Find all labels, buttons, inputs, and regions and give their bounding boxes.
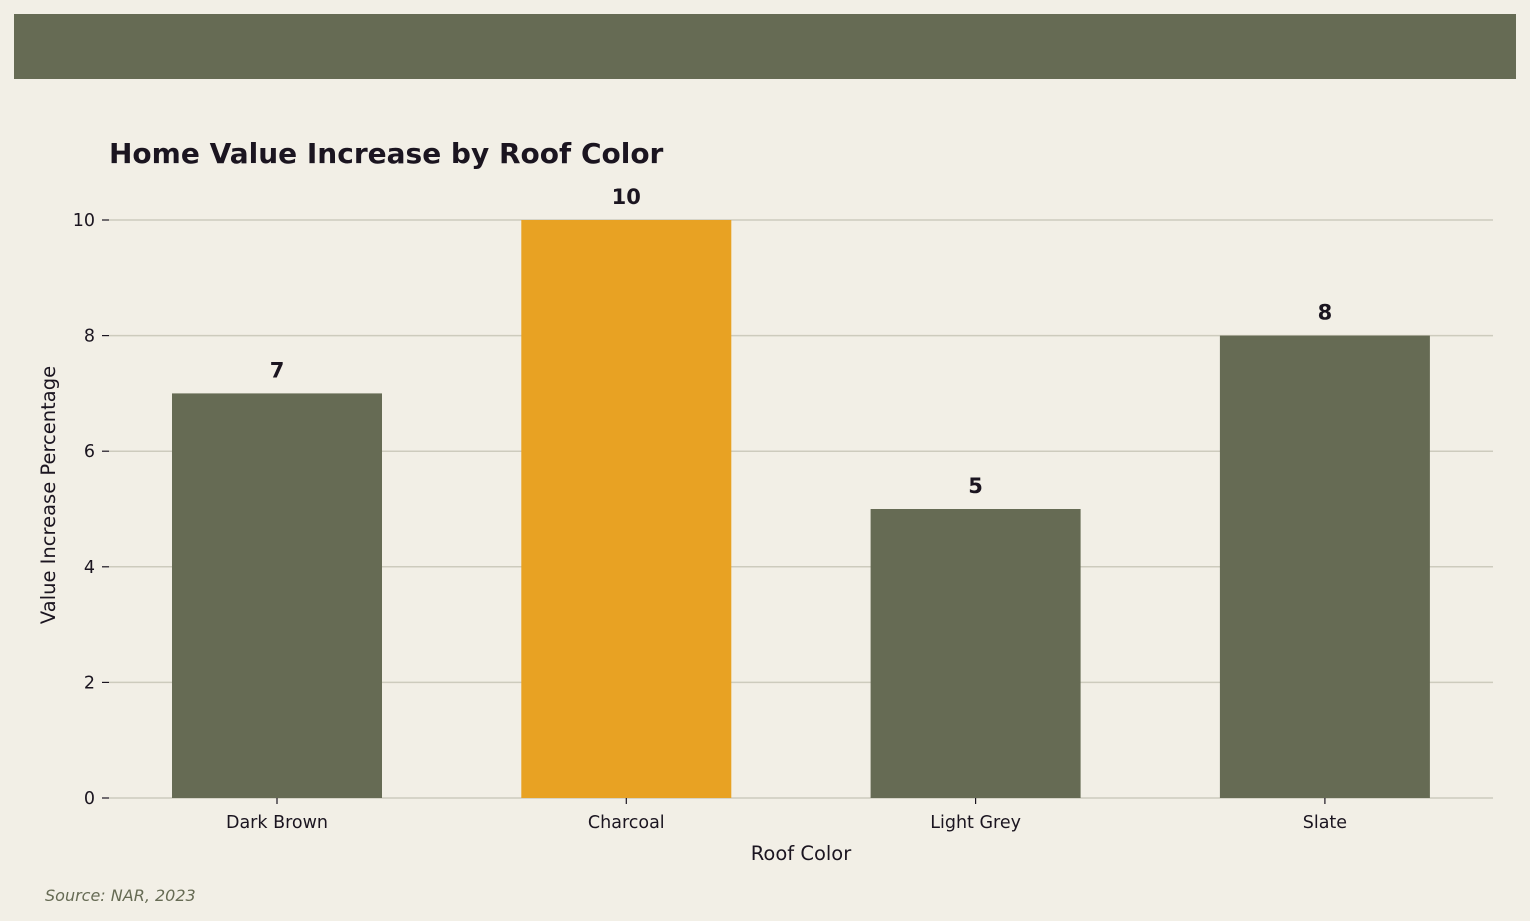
y-axis: 0 2 4 6 8 10 [73,211,109,809]
y-tick-label: 4 [84,558,95,578]
header-band [14,14,1516,79]
x-tick-label: Light Grey [930,813,1021,833]
bar-value-label: 8 [1318,301,1333,325]
y-tick-label: 2 [84,673,95,693]
bar-value-label: 10 [612,185,641,209]
y-tick-label: 8 [84,327,95,347]
chart-title: Home Value Increase by Roof Color [109,137,664,170]
bar [870,509,1081,798]
bar [1219,335,1430,798]
bar [172,393,382,798]
x-tick-label: Slate [1303,813,1347,833]
y-axis-title: Value Increase Percentage [37,366,60,624]
bars [172,220,1430,798]
y-tick-label: 0 [84,789,95,809]
y-tick-label: 6 [84,442,95,462]
bar [521,220,732,798]
x-axis: Dark Brown Charcoal Light Grey Slate [226,798,1347,833]
bar-value-label: 5 [968,474,983,498]
value-labels: 7 10 5 8 [270,185,1333,498]
x-tick-label: Dark Brown [226,813,328,833]
y-tick-label: 10 [73,211,95,231]
x-tick-label: Charcoal [588,813,665,833]
bar-value-label: 7 [270,358,285,382]
x-axis-title: Roof Color [751,842,852,865]
source-note: Source: NAR, 2023 [45,886,196,905]
